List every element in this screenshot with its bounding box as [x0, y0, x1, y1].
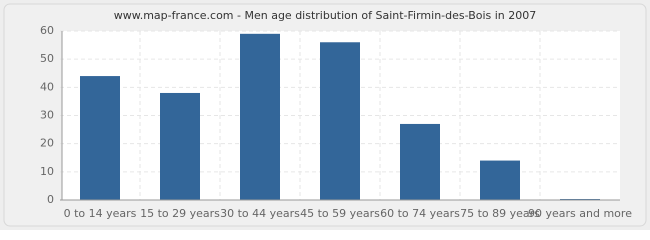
- y-tick-label: 30: [40, 109, 54, 122]
- x-tick-label: 45 to 59 years: [300, 207, 380, 220]
- bar: [320, 42, 360, 201]
- y-tick-label: 60: [40, 24, 54, 37]
- x-tick-label: 90 years and more: [528, 207, 632, 220]
- bar: [400, 123, 440, 200]
- chart: www.map-france.com - Men age distributio…: [0, 0, 650, 230]
- bar: [240, 33, 280, 200]
- x-tick-label: 75 to 89 years: [460, 207, 540, 220]
- x-tick-label: 0 to 14 years: [64, 207, 137, 220]
- x-tick-label: 60 to 74 years: [380, 207, 460, 220]
- chart-title: www.map-france.com - Men age distributio…: [114, 9, 537, 22]
- y-tick-label: 40: [40, 80, 54, 93]
- x-tick-label: 30 to 44 years: [220, 207, 300, 220]
- bar: [480, 160, 520, 200]
- x-tick-label: 15 to 29 years: [140, 207, 220, 220]
- bar: [80, 76, 120, 200]
- y-tick-label: 20: [40, 137, 54, 150]
- y-tick-label: 0: [47, 193, 54, 206]
- bar: [160, 92, 200, 200]
- y-tick-label: 50: [40, 52, 54, 65]
- y-tick-label: 10: [40, 165, 54, 178]
